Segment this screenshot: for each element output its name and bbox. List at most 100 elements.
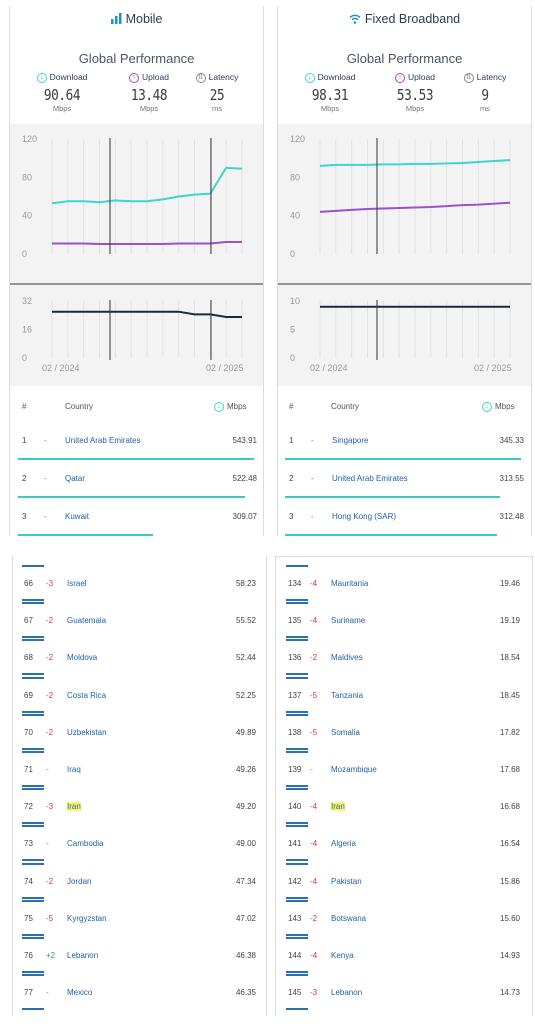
fixed-rank-header: # (289, 402, 294, 411)
ranking-row[interactable]: 142 -4 Pakistan 15.86 (288, 877, 520, 891)
speed-bar (22, 639, 44, 642)
ranking-row[interactable]: 3 - Kuwait 309.07 (22, 512, 257, 532)
ranking-row[interactable]: 67 -2 Guatemala 55.52 (24, 616, 256, 630)
latency-tick-label: 0 (22, 353, 27, 363)
country-link[interactable]: Iran (67, 802, 81, 812)
country-link[interactable]: Singapore (332, 436, 369, 445)
country-link[interactable]: Botswana (331, 913, 367, 923)
country-link[interactable]: United Arab Emirates (332, 474, 408, 483)
rank-number: 77 (24, 988, 33, 998)
country-link[interactable]: Guatemala (67, 616, 107, 626)
country-link[interactable]: Lebanon (331, 988, 363, 998)
country-link[interactable]: Hong Kong (SAR) (332, 512, 397, 521)
ranking-row[interactable]: 139- Mozambique 17.68 (288, 765, 520, 779)
mobile-country-header: Country (65, 402, 94, 411)
country-link[interactable]: United Arab Emirates (65, 436, 141, 445)
rank-number: 74 (24, 876, 33, 886)
ranking-row[interactable]: 73 - Cambodia 49.00 (24, 839, 256, 853)
ranking-row[interactable]: 71 - Iraq 49.26 (24, 765, 256, 779)
ranking-row[interactable]: 140 -4 Iran 16.68 (288, 802, 520, 816)
country-link[interactable]: Tanzania (331, 690, 364, 700)
country-link[interactable]: Algeria (331, 839, 356, 849)
country-link[interactable]: Cambodia (67, 839, 104, 849)
speed-value: 16.68 (499, 802, 520, 812)
speed-bar (18, 496, 245, 498)
fixed-broadband-tab[interactable]: Fixed Broadband (278, 12, 531, 27)
mobile-tab[interactable]: Mobile (10, 12, 263, 27)
country-link[interactable]: Iraq (67, 765, 81, 774)
ranking-row[interactable]: 68 -2 Moldova 52.44 (24, 653, 256, 667)
country-link[interactable]: Israel (67, 579, 87, 588)
rank-change: -3 (46, 802, 54, 812)
rank-number: 69 (24, 690, 33, 700)
speed-bar (18, 534, 153, 536)
ranking-row[interactable]: 143 -2 Botswana 15.60 (288, 914, 520, 928)
speed-bar (286, 933, 308, 936)
speed-bar (286, 602, 308, 605)
ranking-row[interactable]: 1 - Singapore 345.33 (289, 436, 524, 456)
country-link[interactable]: Uzbekistan (67, 727, 107, 737)
country-link[interactable]: Moldova (67, 653, 98, 663)
ranking-row[interactable]: 3 - Hong Kong (SAR) 312.48 (289, 512, 524, 532)
country-link[interactable]: Somalia (331, 727, 360, 737)
ranking-row[interactable]: 145 -3 Lebanon 14.73 (288, 988, 520, 1002)
section-separator (0, 541, 535, 555)
ranking-row[interactable]: 1 - United Arab Emirates 543.91 (22, 436, 257, 456)
rank-number: 135 (288, 616, 302, 626)
country-link[interactable]: Kyrgyzstan (67, 913, 107, 923)
speed-value: 312.48 (499, 512, 524, 521)
country-link[interactable]: Jordan (67, 876, 92, 886)
speed-value: 17.82 (499, 727, 520, 737)
ranking-row[interactable]: 136 -2 Maldives 18.54 (288, 653, 520, 667)
ranking-row[interactable]: 75 -5 Kyrgyzstan 47.02 (24, 914, 256, 928)
ranking-row[interactable]: 2 - United Arab Emirates 313.55 (289, 474, 524, 494)
fixed-charts[interactable]: 120 80 40 0 10 5 0 02 / 2024 02 / 2025 (278, 124, 531, 386)
fixed-list-right-border (532, 556, 533, 1016)
ranking-row[interactable]: 74 -2 Jordan 47.34 (24, 877, 256, 891)
ranking-row[interactable]: 69 -2 Costa Rica 52.25 (24, 691, 256, 705)
speed-value: 15.60 (499, 913, 520, 923)
country-link[interactable]: Mauritania (331, 579, 369, 588)
ranking-row[interactable]: 70 -2 Uzbekistan 49.89 (24, 728, 256, 742)
rank-number: 3 (22, 512, 27, 521)
ranking-row[interactable]: 66 -3 Israel 58.23 (24, 579, 256, 593)
speed-bar (22, 751, 44, 753)
speed-value: 52.25 (235, 690, 256, 700)
country-link[interactable]: Mozambique (331, 765, 377, 774)
speed-value: 47.34 (235, 876, 256, 886)
ranking-row[interactable]: 2 - Qatar 522.48 (22, 474, 257, 494)
country-link[interactable]: Suriname (331, 616, 366, 626)
ranking-row[interactable]: 138 -5 Somalia 17.82 (288, 728, 520, 742)
country-link[interactable]: Maldives (331, 653, 363, 663)
country-link[interactable]: Qatar (65, 474, 86, 483)
mobile-charts[interactable]: 120 80 40 0 32 16 0 02 / 2024 02 / 2025 (10, 124, 263, 386)
speed-bar (286, 859, 308, 862)
fixed-download-metric: ↓ Download 98.31 Mbps (295, 72, 365, 113)
ranking-row[interactable]: 135 -4 Suriname 19.19 (288, 616, 520, 630)
rank-change: -2 (46, 727, 54, 737)
country-link[interactable]: Pakistan (331, 876, 362, 886)
speed-value: 345.33 (499, 436, 524, 445)
ranking-row[interactable]: 76 +2 Lebanon 46.38 (24, 951, 256, 965)
country-link[interactable]: Costa Rica (67, 690, 107, 700)
ranking-row[interactable]: 137 -5 Tanzania 18.45 (288, 691, 520, 705)
rank-number: 3 (289, 512, 294, 521)
speed-value: 309.07 (232, 512, 257, 521)
speed-bar (286, 1008, 308, 1011)
mobile-upload-metric: ↑ Upload 13.48 Mbps (114, 72, 184, 113)
rank-number: 1 (289, 436, 294, 445)
ranking-row[interactable]: 141 -4 Algeria 16.54 (288, 839, 520, 853)
speed-bar (22, 673, 44, 676)
speed-value: 14.73 (499, 988, 520, 998)
ranking-row[interactable]: 144 -4 Kenya 14.93 (288, 951, 520, 965)
ranking-row[interactable]: 77 - Mexico 46.35 (24, 988, 256, 1002)
country-link[interactable]: Mexico (67, 988, 93, 998)
rank-change: - (46, 988, 49, 998)
country-link[interactable]: Kenya (331, 951, 354, 960)
ranking-row[interactable]: 72 -3 Iran 49.20 (24, 802, 256, 816)
rank-number: 2 (289, 474, 294, 483)
country-link[interactable]: Kuwait (65, 512, 90, 521)
country-link[interactable]: Iran (331, 802, 345, 812)
country-link[interactable]: Lebanon (67, 951, 99, 960)
ranking-row[interactable]: 134 -4 Mauritania 19.46 (288, 579, 520, 593)
